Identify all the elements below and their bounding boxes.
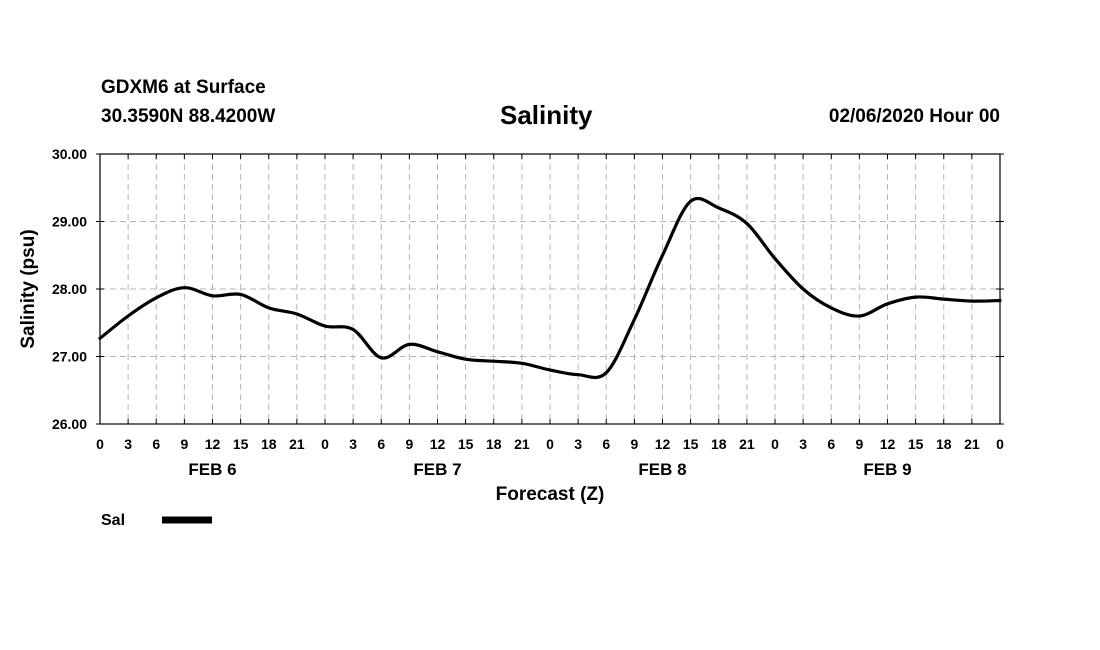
x-tick-label: 0 [546, 436, 554, 452]
x-tick-label: 12 [430, 436, 446, 452]
x-tick-label: 3 [349, 436, 357, 452]
x-tick-label: 3 [574, 436, 582, 452]
x-tick-label: 18 [486, 436, 502, 452]
x-tick-label: 9 [180, 436, 188, 452]
x-tick-label: 15 [908, 436, 924, 452]
station-label: GDXM6 at Surface [101, 77, 266, 98]
day-label: FEB 8 [638, 460, 686, 479]
x-tick-label: 0 [996, 436, 1004, 452]
x-axis-ticks: 0 3 6 9 12 15 18 21 0 3 6 9 12 15 18 21 0 3 6 9 12 15 18 21 0 3 6 9… [96, 154, 1004, 479]
legend-label: Sal [101, 512, 125, 529]
x-tick-label: 9 [855, 436, 863, 452]
plot-frame [99, 153, 1001, 425]
y-tick-label: 30.00 [52, 146, 87, 162]
coordinates-label: 30.3590N 88.4200W [101, 106, 276, 127]
y-axis-ticks: 26.00 27.00 28.00 29.00 30.00 [52, 146, 1004, 432]
x-tick-label: 21 [514, 436, 530, 452]
x-tick-label: 9 [630, 436, 638, 452]
x-tick-label: 21 [289, 436, 305, 452]
x-tick-label: 6 [377, 436, 385, 452]
day-label: FEB 6 [188, 460, 236, 479]
x-tick-label: 15 [458, 436, 474, 452]
y-axis-label: Salinity (psu) [18, 229, 39, 348]
x-tick-label: 6 [602, 436, 610, 452]
x-tick-label: 18 [261, 436, 277, 452]
x-tick-label: 18 [711, 436, 727, 452]
y-tick-label: 27.00 [52, 349, 87, 365]
x-tick-label: 6 [827, 436, 835, 452]
x-tick-label: 21 [739, 436, 755, 452]
x-tick-label: 15 [233, 436, 249, 452]
day-label: FEB 7 [413, 460, 461, 479]
x-tick-label: 9 [405, 436, 413, 452]
x-tick-label: 0 [321, 436, 329, 452]
x-tick-label: 15 [683, 436, 699, 452]
grid-lines [100, 153, 1000, 425]
chart-title: Salinity [500, 100, 593, 130]
y-tick-label: 26.00 [52, 416, 87, 432]
x-tick-label: 12 [655, 436, 671, 452]
y-tick-label: 28.00 [52, 281, 87, 297]
day-label: FEB 9 [863, 460, 911, 479]
x-tick-label: 12 [205, 436, 221, 452]
x-tick-label: 3 [799, 436, 807, 452]
x-tick-label: 0 [771, 436, 779, 452]
x-axis-label: Forecast (Z) [496, 484, 605, 505]
x-tick-label: 21 [964, 436, 980, 452]
x-tick-label: 18 [936, 436, 952, 452]
x-tick-label: 12 [880, 436, 896, 452]
series-line-sal [98, 196, 1002, 380]
x-tick-label: 3 [124, 436, 132, 452]
x-tick-label: 0 [96, 436, 104, 452]
y-tick-label: 29.00 [52, 214, 87, 230]
forecast-datetime: 02/06/2020 Hour 00 [828, 106, 1000, 127]
x-tick-label: 6 [152, 436, 160, 452]
